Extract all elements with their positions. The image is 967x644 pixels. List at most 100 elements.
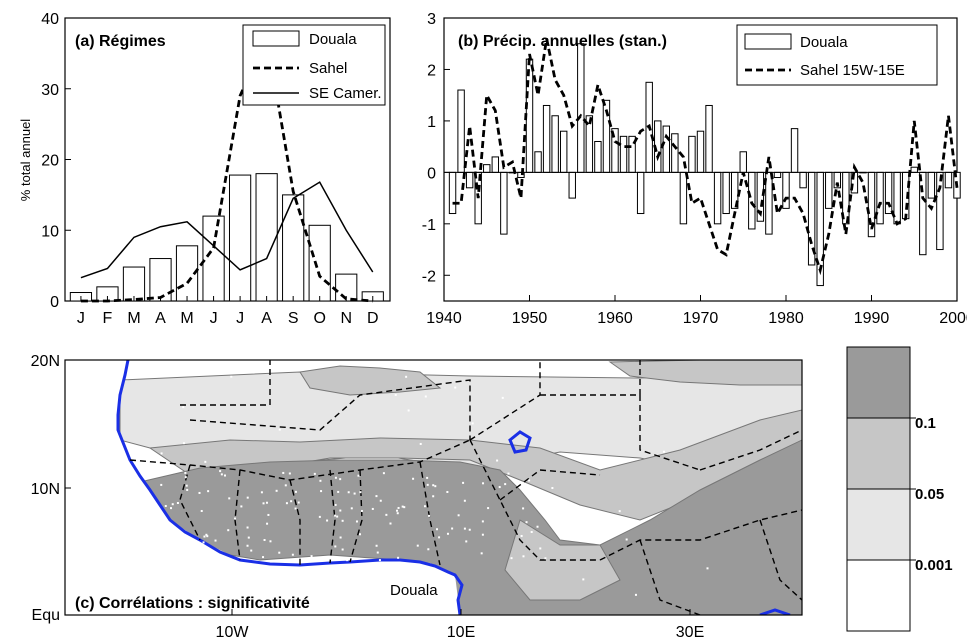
station-dot: [501, 396, 504, 399]
panel-a-bars: [69, 173, 384, 302]
station-dot: [507, 472, 510, 475]
station-dot: [379, 499, 382, 502]
panel-b-xtick-1940: 1940: [426, 310, 462, 327]
station-dot: [504, 483, 507, 486]
station-dot: [706, 567, 709, 570]
panel-b-ytick-0: 0: [427, 165, 436, 182]
station-dot: [498, 486, 501, 489]
coastline: [116, 360, 464, 615]
station-dot: [528, 479, 531, 482]
douala-bar-1947: [500, 171, 508, 235]
station-dot: [419, 442, 422, 445]
station-dot: [438, 536, 441, 539]
station-dot: [285, 502, 288, 505]
station-dot: [228, 497, 231, 500]
lon-tick-30e: 30E: [676, 624, 704, 641]
douala-bar-1952: [542, 104, 551, 173]
station-dot: [350, 507, 353, 510]
douala-bar-1996: [919, 171, 927, 256]
lat-tick-10n: 10N: [31, 481, 60, 498]
series-line-sahel-15w-15e: [452, 38, 959, 276]
station-dot: [481, 520, 484, 523]
panel-a-xtick-5: J: [210, 310, 218, 327]
station-dot: [203, 535, 206, 538]
significance-fields: [65, 360, 802, 615]
station-dot: [375, 495, 378, 498]
station-dot: [382, 472, 385, 475]
station-dot: [269, 540, 272, 543]
station-dot: [481, 533, 484, 536]
panel-b-ytick-2: 2: [427, 62, 436, 79]
douala-bar-o-9: [308, 224, 331, 302]
station-dot: [224, 474, 227, 477]
station-dot: [246, 544, 249, 547]
station-dot: [385, 513, 388, 516]
station-dot: [320, 490, 323, 493]
station-dot: [625, 538, 628, 541]
station-dot: [346, 559, 349, 562]
station-dot: [266, 522, 269, 525]
colorbar-segment-light: [846, 488, 911, 561]
panel-a-xtick-7: A: [261, 310, 272, 327]
station-dot: [378, 559, 381, 562]
station-dot: [291, 553, 294, 556]
station-dot: [339, 478, 342, 481]
station-dot: [356, 577, 359, 580]
station-dot: [246, 526, 249, 529]
station-dot: [207, 490, 210, 493]
station-dot: [397, 556, 400, 559]
panel-b-axes: -2 -1 0 1 2 3 1940 1950 1960 1970 1980 1990 2000: [422, 11, 967, 327]
legend-bar-swatch: [252, 30, 300, 47]
station-dot: [618, 510, 621, 513]
station-dot: [182, 442, 185, 445]
station-dot: [265, 501, 268, 504]
panel-a-ytick-40: 40: [41, 11, 59, 28]
douala-bar-1982: [799, 171, 807, 189]
station-dot: [558, 519, 561, 522]
station-dot: [355, 520, 358, 523]
douala-bar-1958: [594, 140, 602, 173]
panel-a-xtick-10: N: [340, 310, 352, 327]
panel-b-ytick-3: 3: [427, 11, 436, 28]
legend-bar-swatch: [744, 33, 792, 50]
douala-bar-1981: [790, 128, 799, 173]
station-dot: [313, 472, 316, 475]
station-dot: [539, 547, 542, 550]
panel-b-xtick-1960: 1960: [597, 310, 633, 327]
station-dot: [389, 522, 392, 525]
lat-tick-equ: Equ: [32, 607, 60, 624]
station-dot: [240, 505, 243, 508]
panel-a-legend: Douala Sahel SE Camer.: [242, 24, 386, 106]
douala-bar-1998: [936, 171, 944, 251]
douala-bar-1978: [765, 171, 773, 235]
station-dot: [339, 509, 342, 512]
panel-b-ytick--1: -1: [422, 217, 436, 234]
station-dot: [434, 485, 437, 488]
douala-bar-1955: [568, 171, 576, 199]
station-markers: [130, 375, 709, 596]
station-dot: [130, 482, 133, 485]
station-dot: [427, 548, 430, 551]
station-dot: [219, 470, 222, 473]
panel-a-ylabel: % total annuel: [18, 119, 33, 202]
panel-b-xtick-2000: 2000: [939, 310, 967, 327]
station-dot: [326, 519, 329, 522]
lake-chad: [508, 430, 532, 454]
panel-b: -2 -1 0 1 2 3 1940 1950 1960 1970 1980 1990 2000 (b)…: [422, 11, 967, 327]
station-dot: [278, 428, 281, 431]
station-dot: [544, 557, 547, 560]
station-dot: [187, 559, 190, 562]
station-dot: [412, 477, 415, 480]
station-dot: [275, 489, 278, 492]
douala-bar-a-3: [149, 258, 172, 302]
station-dot: [462, 481, 465, 484]
douala-bar-1975: [739, 151, 747, 173]
station-dot: [164, 505, 167, 508]
station-dot: [463, 527, 466, 530]
station-dot: [339, 536, 342, 539]
panel-b-legend: Douala Sahel 15W-15E: [736, 24, 938, 86]
panel-a-xtick-0: J: [77, 310, 85, 327]
douala-bar-1997: [927, 171, 936, 199]
station-dot: [262, 556, 265, 559]
station-dot: [198, 491, 201, 494]
